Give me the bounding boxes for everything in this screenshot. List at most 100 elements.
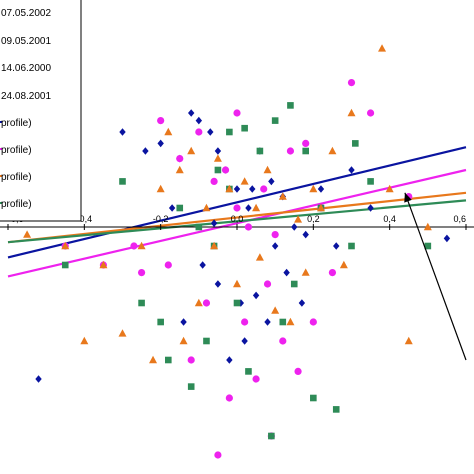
data-point-triangle bbox=[301, 268, 310, 276]
data-point-triangle bbox=[118, 329, 127, 337]
legend-box bbox=[0, 0, 82, 222]
trendline-4 bbox=[7, 199, 467, 244]
data-point-triangle bbox=[316, 203, 325, 212]
data-point-square bbox=[241, 124, 248, 132]
data-point-square bbox=[157, 318, 164, 326]
data-point-diamond bbox=[367, 204, 374, 212]
data-point-diamond bbox=[207, 128, 214, 136]
annotation-arrow bbox=[404, 192, 467, 361]
x-tick-label: -0,4 bbox=[77, 214, 93, 224]
data-point-circle bbox=[202, 299, 211, 307]
data-point-square bbox=[348, 242, 355, 250]
data-point-circle bbox=[302, 139, 310, 147]
data-point-square bbox=[302, 147, 309, 155]
data-point-square bbox=[367, 178, 374, 185]
data-point-triangle bbox=[225, 184, 234, 193]
data-point-circle bbox=[294, 367, 302, 375]
legend-label: 24.08.2001 bbox=[1, 91, 51, 102]
data-point-square bbox=[271, 117, 279, 124]
data-point-diamond bbox=[119, 128, 126, 136]
data-point-square bbox=[61, 261, 69, 269]
data-point-triangle bbox=[99, 260, 108, 269]
legend-label: profile) bbox=[1, 118, 32, 129]
data-point-circle bbox=[195, 128, 203, 136]
data-point-diamond bbox=[245, 204, 252, 212]
data-point-diamond bbox=[233, 185, 241, 193]
data-point-circle bbox=[347, 79, 356, 87]
data-point-diamond bbox=[142, 147, 149, 155]
data-point-circle bbox=[252, 375, 260, 383]
data-point-circle bbox=[210, 177, 218, 185]
data-point-diamond bbox=[333, 242, 340, 250]
data-point-triangle bbox=[278, 192, 287, 200]
data-point-circle bbox=[225, 394, 233, 402]
data-point-diamond bbox=[195, 116, 203, 125]
data-point-diamond bbox=[241, 337, 248, 345]
data-point-diamond bbox=[271, 242, 279, 250]
data-point-square bbox=[187, 383, 195, 390]
data-point-triangle bbox=[286, 317, 295, 326]
data-point-triangle bbox=[233, 279, 241, 288]
data-point-triangle bbox=[80, 336, 89, 345]
arrow-head bbox=[404, 192, 412, 203]
data-point-diamond bbox=[180, 318, 187, 326]
data-point-square bbox=[287, 102, 294, 109]
data-point-triangle bbox=[347, 108, 356, 117]
data-point-diamond bbox=[199, 261, 206, 269]
legend-label: profile) bbox=[1, 145, 32, 156]
data-point-diamond bbox=[210, 219, 218, 227]
data-point-square bbox=[214, 166, 222, 174]
data-points bbox=[23, 44, 451, 459]
data-point-circle bbox=[233, 204, 241, 212]
data-point-square bbox=[290, 280, 298, 288]
x-tick-label: -0,2 bbox=[153, 214, 169, 224]
x-tick-label: 0,4 bbox=[383, 214, 396, 224]
data-point-square bbox=[195, 223, 203, 231]
trendline-3 bbox=[7, 191, 467, 244]
data-point-circle bbox=[130, 242, 138, 250]
legend: 07.05.2002 09.05.2001 14.06.2000 24.08.2001… bbox=[0, 0, 82, 222]
data-point-triangle bbox=[61, 241, 70, 250]
data-point-diamond bbox=[264, 318, 271, 326]
data-point-circle bbox=[244, 223, 253, 231]
data-point-square bbox=[268, 432, 275, 440]
x-tick-label: 0,6 bbox=[453, 214, 466, 224]
data-point-triangle bbox=[294, 215, 303, 223]
data-point-triangle bbox=[378, 44, 387, 52]
legend-label: 09.05.2001 bbox=[1, 36, 51, 47]
data-point-triangle bbox=[175, 165, 184, 174]
data-point-square bbox=[424, 242, 432, 250]
data-point-diamond bbox=[443, 234, 451, 243]
data-point-circle bbox=[214, 451, 222, 459]
data-point-triangle bbox=[423, 222, 432, 231]
data-point-circle bbox=[233, 109, 241, 117]
data-point-circle bbox=[328, 269, 337, 277]
data-point-triangle bbox=[328, 146, 337, 155]
data-point-diamond bbox=[283, 268, 290, 277]
data-point-triangle bbox=[252, 203, 261, 212]
data-point-triangle bbox=[137, 241, 146, 250]
data-point-square bbox=[245, 368, 252, 375]
x-tick-label: 0,0 bbox=[231, 214, 244, 224]
data-point-circle bbox=[164, 261, 172, 269]
data-point-square bbox=[233, 299, 241, 307]
data-point-triangle bbox=[255, 253, 264, 261]
legend-label: 14.06.2000 bbox=[1, 63, 51, 74]
data-point-square bbox=[226, 128, 233, 136]
data-point-triangle bbox=[309, 184, 318, 193]
data-point-triangle bbox=[149, 355, 158, 364]
data-point-diamond bbox=[249, 185, 256, 193]
data-point-circle bbox=[137, 269, 146, 277]
data-point-diamond bbox=[298, 299, 306, 307]
arrow-shaft bbox=[404, 192, 467, 361]
data-point-circle bbox=[241, 318, 249, 326]
trendline-1 bbox=[7, 146, 467, 259]
data-point-square bbox=[119, 178, 126, 185]
data-point-triangle bbox=[210, 241, 219, 250]
data-point-triangle bbox=[385, 184, 394, 193]
data-point-circle bbox=[286, 147, 295, 155]
data-point-triangle bbox=[339, 260, 348, 269]
data-point-triangle bbox=[271, 306, 280, 314]
data-point-circle bbox=[221, 166, 230, 174]
